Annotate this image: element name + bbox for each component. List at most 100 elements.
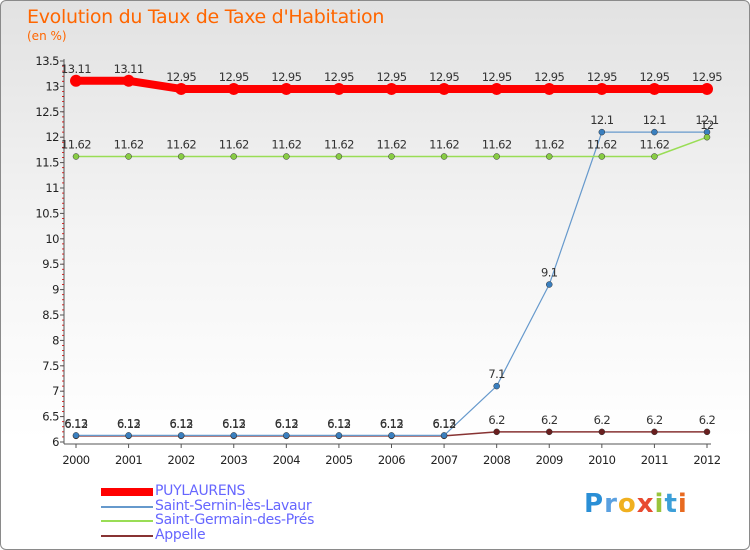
data-label: 11.62 (324, 138, 354, 152)
data-point (227, 82, 240, 95)
data-label: 11.62 (639, 138, 669, 152)
y-tick-label: 8 (52, 333, 59, 347)
legend-label: Saint-Germain-des-Prés (155, 512, 315, 528)
legend-label: Appelle (155, 526, 206, 543)
y-tick-label: 6.5 (42, 410, 59, 424)
data-label: 6.13 (64, 416, 87, 430)
data-label: 11.62 (114, 138, 144, 152)
data-label: 13.11 (61, 62, 91, 76)
legend-label: PUYLAURENS (155, 483, 246, 499)
data-point (280, 82, 293, 95)
data-label: 6.2 (488, 413, 505, 427)
y-tick-label: 7 (52, 384, 59, 398)
data-label: 12.1 (643, 113, 666, 127)
data-label: 6.12 (64, 417, 87, 431)
data-label: 6.13 (117, 416, 140, 430)
legend-swatch (101, 505, 153, 508)
data-label: 12.95 (271, 70, 301, 84)
x-tick-label: 2000 (62, 453, 89, 467)
data-label: 6.12 (117, 417, 140, 431)
y-tick-label: 10 (45, 232, 59, 246)
legend-swatch (101, 520, 153, 522)
y-tick-label: 6 (52, 435, 59, 449)
data-label: 6.13 (380, 416, 403, 430)
y-tick-label: 12.5 (35, 105, 59, 119)
data-label: 6.12 (380, 417, 403, 431)
data-label: 6.12 (327, 417, 350, 431)
legend-label: Saint-Sernin-lès-Lavaur (155, 497, 312, 514)
x-tick-label: 2003 (220, 453, 247, 467)
data-label: 12.95 (639, 70, 669, 84)
data-point (546, 153, 553, 160)
series-line-1 (75, 131, 708, 436)
y-tick-label: 7.5 (42, 359, 59, 373)
y-tick-label: 10.5 (35, 206, 59, 220)
logo-letter: i (654, 489, 665, 519)
data-label: 6.13 (275, 416, 298, 430)
data-label: 6.12 (222, 417, 245, 431)
x-tick-label: 2012 (693, 453, 720, 467)
logo-letter: x (636, 489, 655, 519)
proxiti-logo: Proxiti (584, 489, 688, 519)
data-label: 6.13 (222, 416, 245, 430)
y-tick-label: 11.5 (35, 156, 59, 170)
y-tick-label: 8.5 (42, 308, 59, 322)
data-label: 12.95 (166, 70, 196, 84)
data-point (598, 128, 606, 136)
data-point (493, 153, 500, 160)
logo-letter: P (584, 489, 605, 519)
data-label: 11.62 (482, 138, 512, 152)
data-point (283, 153, 290, 160)
data-point (546, 281, 553, 288)
data-label: 6.13 (170, 416, 193, 430)
data-point (493, 382, 500, 390)
data-label: 11.62 (534, 138, 564, 152)
data-label: 11.62 (61, 138, 91, 152)
data-label: 6.13 (432, 416, 455, 430)
data-label: 13.11 (114, 62, 144, 76)
data-point (125, 432, 132, 439)
data-point (332, 82, 345, 95)
y-tick-label: 13.5 (35, 54, 59, 68)
chart-unit: (en %) (27, 29, 67, 43)
data-point (440, 153, 448, 160)
logo-letter: r (604, 489, 618, 519)
data-label: 7.1 (488, 367, 505, 381)
data-point (490, 82, 503, 95)
data-point (703, 428, 711, 436)
data-label: 9.1 (541, 266, 558, 280)
data-label: 6.12 (432, 417, 455, 431)
y-tick-label: 12 (45, 130, 59, 144)
data-label: 11.62 (166, 138, 196, 152)
data-point (701, 82, 713, 95)
data-label: 12.95 (692, 70, 722, 84)
x-tick-label: 2008 (483, 453, 510, 467)
x-tick-label: 2009 (536, 453, 563, 467)
y-tick-label: 11 (45, 181, 59, 195)
x-tick-label: 2006 (378, 453, 405, 467)
x-tick-label: 2001 (115, 453, 142, 467)
data-label: 12.1 (695, 113, 718, 127)
data-label: 6.2 (646, 413, 663, 427)
data-point (72, 153, 80, 160)
data-point (175, 82, 188, 95)
series-points (70, 74, 713, 440)
legend-swatch (101, 488, 153, 496)
legend-swatch (101, 534, 153, 537)
data-point (651, 428, 658, 436)
data-point (177, 153, 185, 160)
data-point (388, 153, 395, 160)
data-point (283, 432, 290, 439)
chart-title: Evolution du Taux de Taxe d'Habitation (27, 6, 385, 28)
data-label: 12.95 (587, 70, 617, 84)
data-point (335, 153, 343, 160)
data-label: 11.62 (429, 138, 459, 152)
data-label: 6.2 (699, 413, 716, 427)
data-label: 6.2 (594, 413, 611, 427)
data-point (598, 428, 606, 436)
data-point (72, 432, 80, 439)
data-point (598, 153, 606, 160)
data-label: 11.62 (377, 138, 407, 152)
data-point (177, 432, 185, 439)
data-label: 11.62 (271, 138, 301, 152)
